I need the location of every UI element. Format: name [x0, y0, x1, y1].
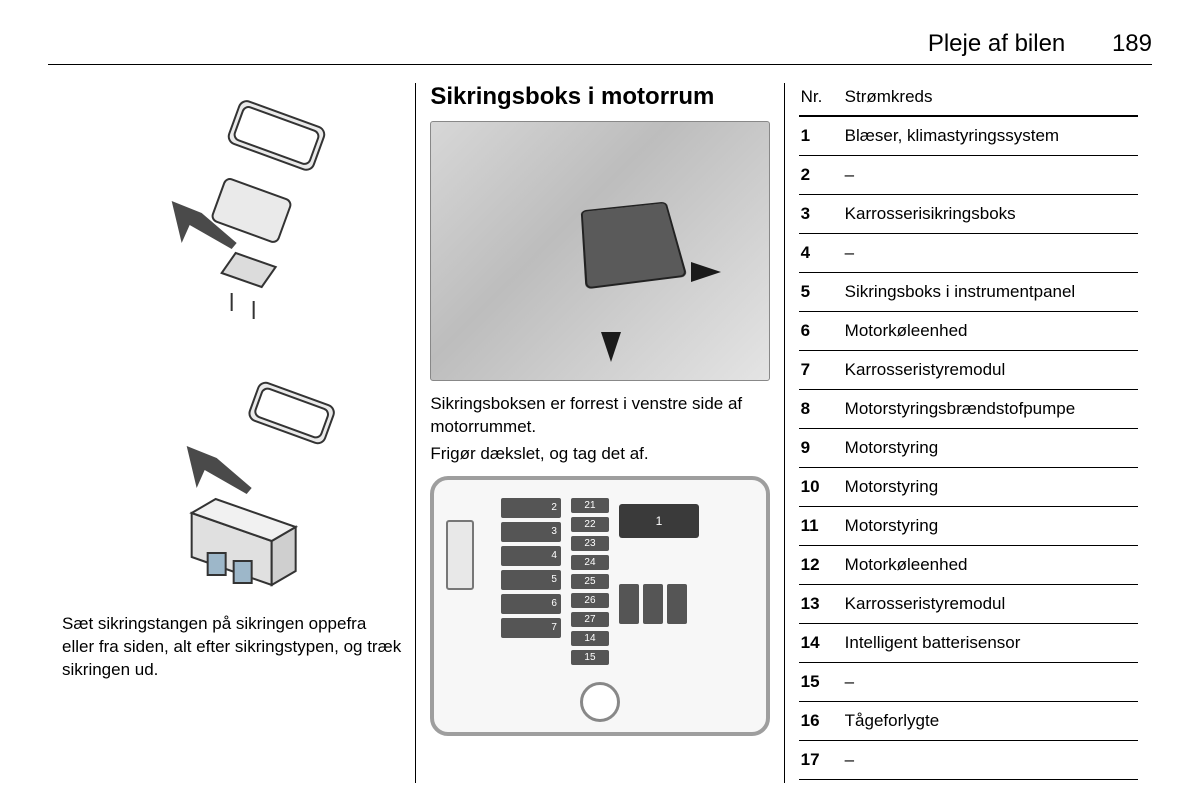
- fuse-slot: 4: [501, 546, 561, 566]
- fuse-number: 13: [799, 585, 843, 624]
- fuse-circuit: Motorkøleenhed: [843, 312, 1138, 351]
- fuse-circuit: –: [843, 663, 1138, 702]
- table-row: 11Motorstyring: [799, 507, 1138, 546]
- table-row: 15–: [799, 663, 1138, 702]
- fuse-number: 4: [799, 234, 843, 273]
- fuse-circuit: Motorstyringsbrændstofpumpe: [843, 390, 1138, 429]
- fuse-circuit: –: [843, 234, 1138, 273]
- fuse-big-1: 1: [619, 504, 699, 538]
- header-title: Pleje af bilen: [928, 30, 1065, 57]
- fusebox-mid-column: 21 22 23 24 25 26 27 14 15: [571, 498, 609, 668]
- fuse-number: 1: [799, 116, 843, 156]
- fuse-circuit: Motorstyring: [843, 429, 1138, 468]
- fuse-circuit: Motorstyring: [843, 468, 1138, 507]
- fuse-number: 12: [799, 546, 843, 585]
- table-row: 7Karrosseristyremodul: [799, 351, 1138, 390]
- fuse-slot: 6: [501, 594, 561, 614]
- table-row: 5Sikringsboks i instrumentpanel: [799, 273, 1138, 312]
- fuse-circuit: Karrosseristyremodul: [843, 351, 1138, 390]
- fuse-circuit: Sikringsboks i instrumentpanel: [843, 273, 1138, 312]
- fuse-slot: 14: [571, 631, 609, 646]
- fuse-slot: 24: [571, 555, 609, 570]
- fuse-circuit: Karrosserisikringsboks: [843, 195, 1138, 234]
- fuse-circuit: Motorkøleenhed: [843, 546, 1138, 585]
- fuse-number: 5: [799, 273, 843, 312]
- fuse-number: 10: [799, 468, 843, 507]
- table-row: 4–: [799, 234, 1138, 273]
- table-row: 6Motorkøleenhed: [799, 312, 1138, 351]
- relay-left: [446, 520, 474, 590]
- fuse-number: 3: [799, 195, 843, 234]
- mini-fuse: [619, 584, 639, 624]
- fusebox-diagram: 234567 212223242526271415 1: [430, 476, 769, 736]
- mounting-hole: [580, 682, 620, 722]
- fuse-slot: 27: [571, 612, 609, 627]
- column1-caption: Sæt sikringstangen på sikringen oppefra …: [62, 613, 401, 682]
- fuse-number: 14: [799, 624, 843, 663]
- table-header-nr: Nr.: [799, 83, 843, 116]
- table-row: 1Blæser, klimastyringssystem: [799, 116, 1138, 156]
- fuse-puller-side-illustration: [62, 363, 401, 603]
- mini-fuse: [643, 584, 663, 624]
- fuse-slot: 3: [501, 522, 561, 542]
- fuse-circuit: Karrosseristyremodul: [843, 585, 1138, 624]
- table-row: 12Motorkøleenhed: [799, 546, 1138, 585]
- table-row: 13Karrosseristyremodul: [799, 585, 1138, 624]
- fuse-number: 11: [799, 507, 843, 546]
- fuse-circuit: –: [843, 156, 1138, 195]
- engine-compartment-photo: [430, 121, 769, 381]
- fuse-circuit: Blæser, klimastyringssystem: [843, 116, 1138, 156]
- fusebox-location-text: Sikringsboksen er forrest i venstre side…: [430, 393, 769, 439]
- table-row: 9Motorstyring: [799, 429, 1138, 468]
- fusebox-left-column: 2 3 4 5 6 7: [501, 498, 561, 668]
- fuse-circuit: Tågeforlygte: [843, 702, 1138, 741]
- fuse-slot: 7: [501, 618, 561, 638]
- fuse-table-body: 1Blæser, klimastyringssystem2–3Karrosser…: [799, 116, 1138, 780]
- column-3: Nr. Strømkreds 1Blæser, klimastyringssys…: [785, 83, 1152, 783]
- fuse-puller-top-illustration: [62, 83, 401, 323]
- table-header-circ: Strømkreds: [843, 83, 1138, 116]
- column-2: Sikringsboks i motorrum Sikringsboksen e…: [416, 83, 783, 783]
- table-row: 10Motorstyring: [799, 468, 1138, 507]
- fuse-slot: 23: [571, 536, 609, 551]
- table-row: 17–: [799, 741, 1138, 780]
- fuse-slot: 5: [501, 570, 561, 590]
- fuse-slot: 21: [571, 498, 609, 513]
- table-row: 3Karrosserisikringsboks: [799, 195, 1138, 234]
- table-row: 8Motorstyringsbrændstofpumpe: [799, 390, 1138, 429]
- fuse-circuit: Motorstyring: [843, 507, 1138, 546]
- page-header: Pleje af bilen 189: [48, 30, 1152, 65]
- page-number: 189: [1112, 30, 1152, 57]
- fusebox-heading: Sikringsboks i motorrum: [430, 83, 769, 111]
- fusebox-cover-text: Frigør dækslet, og tag det af.: [430, 443, 769, 466]
- column-1: Sæt sikringstangen på sikringen oppefra …: [48, 83, 415, 783]
- fuse-slot: 15: [571, 650, 609, 665]
- fuse-number: 8: [799, 390, 843, 429]
- table-row: 2–: [799, 156, 1138, 195]
- table-row: 14Intelligent batterisensor: [799, 624, 1138, 663]
- fuse-slot: 22: [571, 517, 609, 532]
- fuse-number: 6: [799, 312, 843, 351]
- manual-page: Pleje af bilen 189: [0, 0, 1200, 802]
- table-row: 16Tågeforlygte: [799, 702, 1138, 741]
- fuse-circuit: –: [843, 741, 1138, 780]
- content-columns: Sæt sikringstangen på sikringen oppefra …: [48, 83, 1152, 783]
- fuse-circuit-table: Nr. Strømkreds 1Blæser, klimastyringssys…: [799, 83, 1138, 780]
- fuse-slot: 26: [571, 593, 609, 608]
- mini-fuse: [667, 584, 687, 624]
- fuse-slot: 25: [571, 574, 609, 589]
- fuse-number: 16: [799, 702, 843, 741]
- fuse-number: 7: [799, 351, 843, 390]
- fuse-number: 9: [799, 429, 843, 468]
- fuse-slot: 2: [501, 498, 561, 518]
- fuse-number: 17: [799, 741, 843, 780]
- fuse-number: 2: [799, 156, 843, 195]
- fuse-number: 15: [799, 663, 843, 702]
- fuse-circuit: Intelligent batterisensor: [843, 624, 1138, 663]
